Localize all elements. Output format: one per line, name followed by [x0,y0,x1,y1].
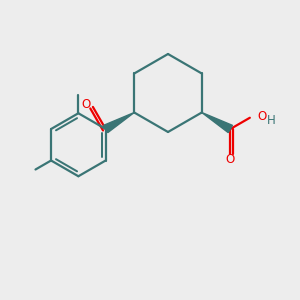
Text: O: O [258,110,267,123]
Polygon shape [103,112,134,133]
Polygon shape [202,112,232,133]
Text: O: O [226,153,235,167]
Text: O: O [82,98,91,111]
Text: H: H [267,114,276,127]
